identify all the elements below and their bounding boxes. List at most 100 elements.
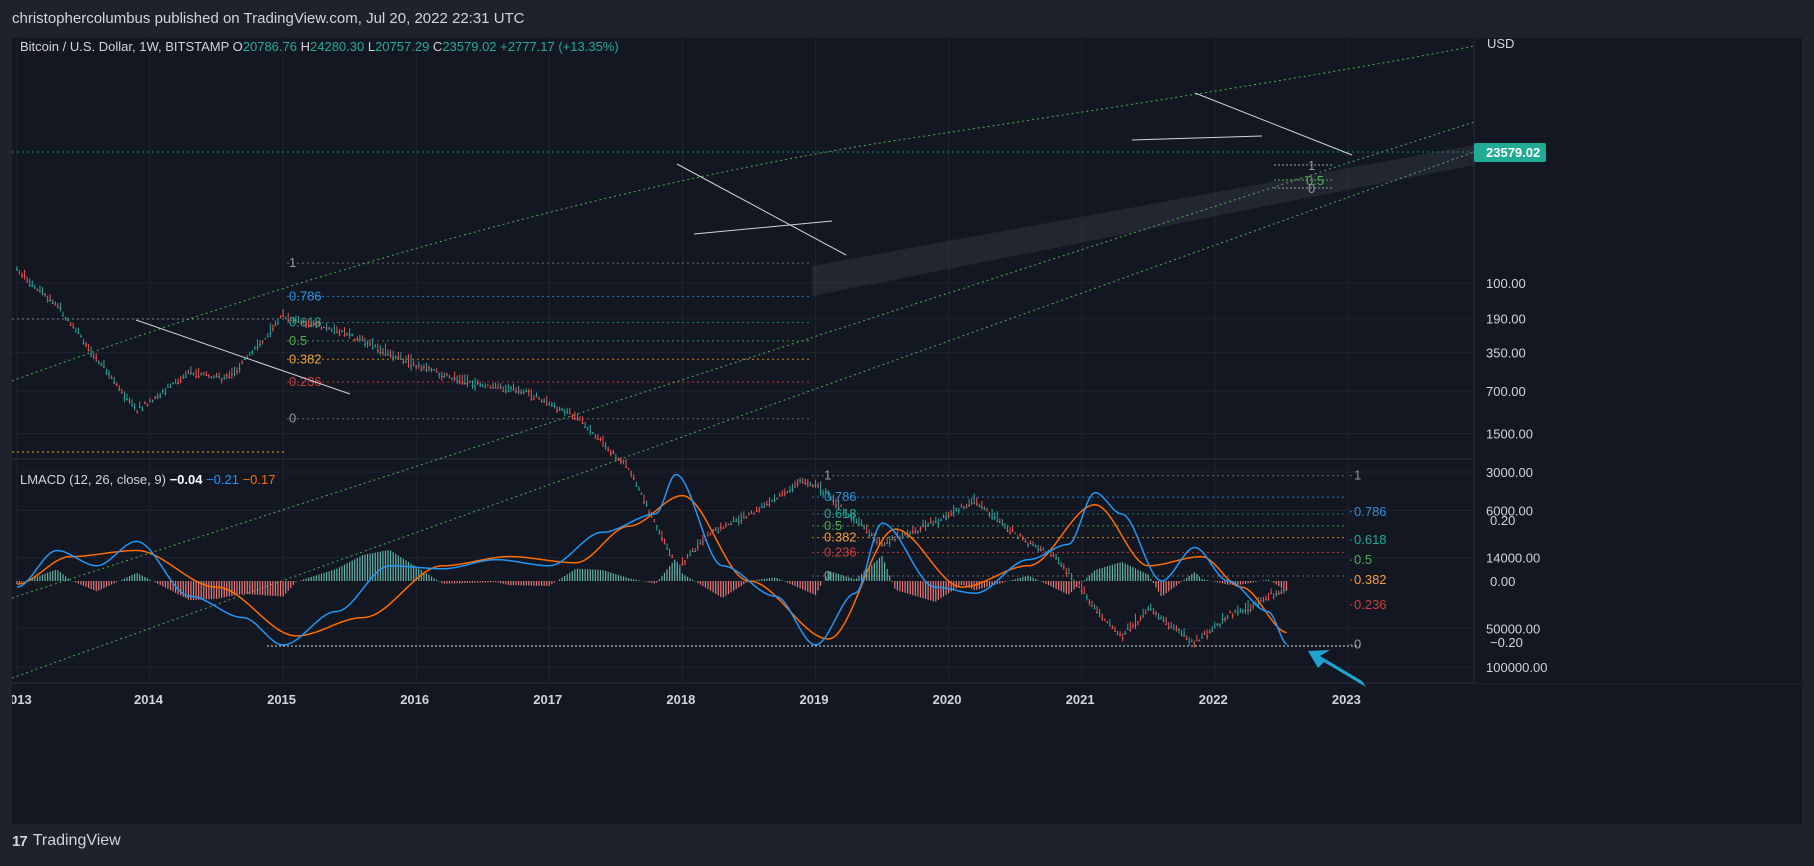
candle-body	[108, 373, 110, 375]
time-axis-label: 2015	[267, 692, 296, 707]
candle-body	[863, 527, 866, 529]
candle-body	[543, 400, 546, 402]
candle-body	[719, 526, 722, 528]
candle-body	[420, 369, 423, 371]
candle-body	[97, 362, 100, 364]
candle-body	[781, 495, 784, 497]
candle-body	[707, 535, 709, 537]
chart-svg[interactable]: 00.2360.3820.50.6180.786100.2360.3820.50…	[12, 38, 1802, 824]
candle-body	[998, 521, 1001, 523]
candle-body	[760, 506, 763, 508]
candle-body	[95, 357, 98, 359]
candle-body	[525, 390, 528, 392]
candle-body	[479, 384, 482, 386]
candle-body	[924, 526, 927, 528]
candle-body	[1131, 625, 1134, 627]
candle-body	[1185, 638, 1188, 640]
candle-body	[822, 493, 825, 495]
candle-body	[1275, 593, 1278, 595]
candle-body	[868, 535, 871, 537]
candle-body	[661, 538, 663, 540]
price-axis-label: 700.00	[1486, 384, 1526, 399]
candle-body	[653, 521, 656, 523]
candle-body	[33, 287, 36, 289]
candle-body	[1060, 565, 1063, 567]
candle-body	[79, 336, 82, 338]
price-axis-currency: USD	[1487, 38, 1514, 51]
candle-body	[1134, 624, 1137, 626]
candle-body	[64, 318, 67, 320]
candle-body	[527, 390, 530, 392]
candle-body	[686, 557, 689, 559]
candle-body	[492, 386, 494, 388]
candle-body	[507, 391, 510, 393]
fib-level-label: 0.236	[1354, 597, 1387, 612]
candle-body	[1062, 566, 1065, 568]
candle-body	[517, 391, 520, 393]
candle-body	[947, 516, 950, 518]
candle-body	[289, 320, 292, 322]
candle-body	[251, 351, 254, 353]
candle-body	[748, 514, 750, 516]
candle-body	[929, 521, 932, 523]
candle-body	[361, 339, 364, 341]
candle-body	[658, 533, 661, 535]
candle-body	[46, 299, 49, 301]
candle-body	[51, 302, 54, 304]
candle-body	[655, 525, 658, 527]
candle-body	[607, 449, 610, 451]
candle-body	[382, 352, 384, 354]
candle-body	[476, 382, 479, 384]
candle-body	[776, 498, 779, 500]
time-axis-label: 2016	[400, 692, 429, 707]
candle-body	[128, 400, 131, 402]
candle-body	[737, 521, 740, 523]
trendline-2022	[1194, 92, 1353, 156]
candle-body	[77, 332, 80, 334]
candle-body	[568, 413, 571, 415]
candle-body	[699, 543, 702, 545]
candle-body	[279, 317, 282, 319]
candle-body	[648, 512, 651, 514]
candle-body	[274, 325, 277, 327]
candle-body	[973, 503, 976, 505]
candle-body	[906, 536, 909, 538]
time-axis-label: 2017	[533, 692, 562, 707]
candle-body	[315, 327, 318, 329]
tradingview-logo-icon: 17	[12, 832, 28, 850]
candle-body	[712, 529, 715, 531]
candle-body	[1101, 617, 1104, 619]
candle-body	[678, 566, 681, 568]
candle-body	[31, 285, 34, 287]
chart-panel[interactable]: 0 0.236 0.382 0.5 0.618 0.786 1 0 0.236 0.382 0.5 0…	[12, 38, 1802, 824]
candle-body	[745, 517, 748, 519]
fib-level-label: 0.382	[289, 351, 322, 366]
candle-body	[141, 409, 144, 411]
candle-body	[1172, 627, 1175, 629]
candle-body	[817, 485, 819, 487]
candle-body	[438, 374, 441, 376]
fib-level-label: 0.786	[824, 489, 857, 504]
candle-body	[205, 374, 208, 376]
price-axis-label: 14000.00	[1486, 551, 1540, 566]
candle-body	[722, 527, 725, 529]
candle-body	[945, 517, 947, 519]
candle-body	[1039, 549, 1042, 551]
candle-body	[801, 481, 804, 483]
candle-body	[312, 323, 315, 325]
fib-mini-label: 0.5	[1306, 173, 1324, 188]
candle-body	[356, 339, 359, 341]
candle-body	[220, 379, 223, 381]
candle-body	[804, 483, 807, 485]
candle-body	[886, 542, 889, 544]
candle-body	[579, 419, 581, 421]
candle-body	[771, 500, 773, 502]
candle-body	[589, 431, 592, 433]
candle-body	[16, 269, 18, 271]
candle-body	[300, 322, 302, 324]
candle-body	[1042, 549, 1045, 551]
candle-body	[520, 392, 523, 394]
candle-body	[248, 354, 251, 356]
candle-body	[74, 331, 77, 333]
candle-body	[192, 373, 195, 375]
